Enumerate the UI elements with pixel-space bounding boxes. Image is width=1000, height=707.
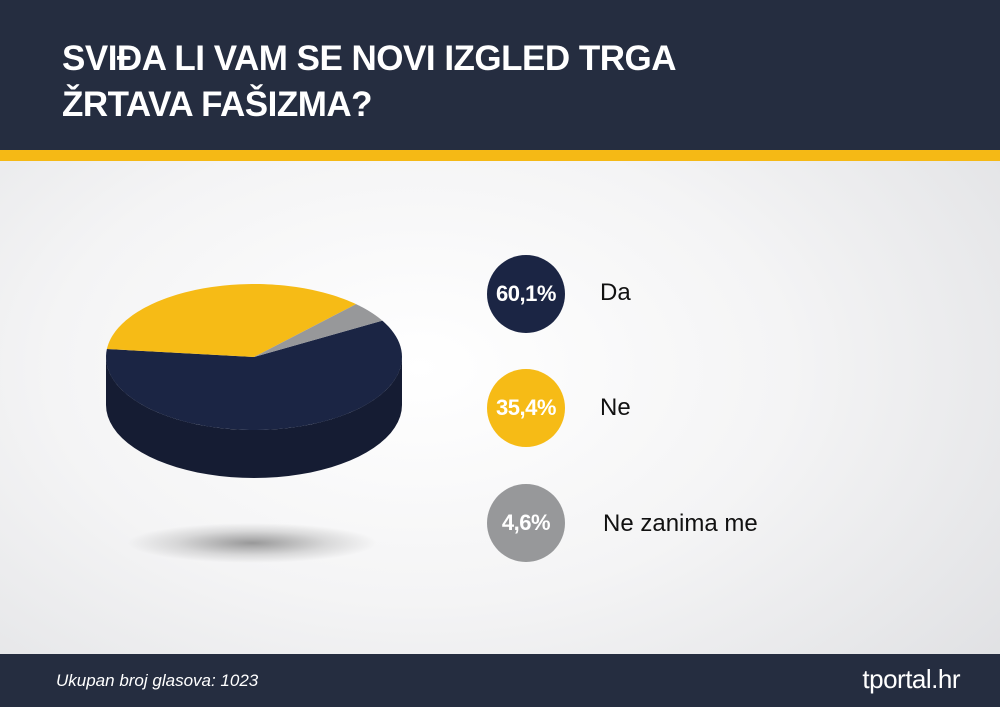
pie-slice-ne-zanima-me [254, 304, 383, 357]
pie-sides [106, 357, 402, 478]
legend-da-label: Da [600, 279, 631, 306]
header-bar: SVIĐA LI VAM SE NOVI IZGLED TRGA ŽRTAVA … [0, 0, 1000, 150]
legend-ne-value-badge: 35,4% [487, 369, 565, 447]
legend-ne-zanima-me-label: Ne zanima me [603, 510, 758, 537]
total-votes-note: Ukupan broj glasova: 1023 [56, 671, 259, 690]
legend-ne-zanima-me-value-badge: 4,6% [487, 484, 565, 562]
pie-side-da [106, 357, 402, 478]
footer-bar: Ukupan broj glasova: 1023 tportal.hr [0, 654, 1000, 707]
legend-da-value-badge: 60,1% [487, 255, 565, 333]
header-accent-stripe [0, 150, 1000, 161]
tportal-logo: tportal.hr [862, 664, 960, 694]
title-line-2: ŽRTAVA FAŠIZMA? [62, 85, 373, 124]
pie-slice-da [106, 320, 403, 430]
pie-slice-ne [106, 284, 357, 357]
pie-shadow [127, 523, 377, 563]
pie-tops [106, 284, 403, 430]
legend-ne-label: Ne [600, 394, 631, 421]
title-line-1: SVIĐA LI VAM SE NOVI IZGLED TRGA [62, 39, 677, 78]
chart-title: SVIĐA LI VAM SE NOVI IZGLED TRGA ŽRTAVA … [62, 36, 862, 128]
